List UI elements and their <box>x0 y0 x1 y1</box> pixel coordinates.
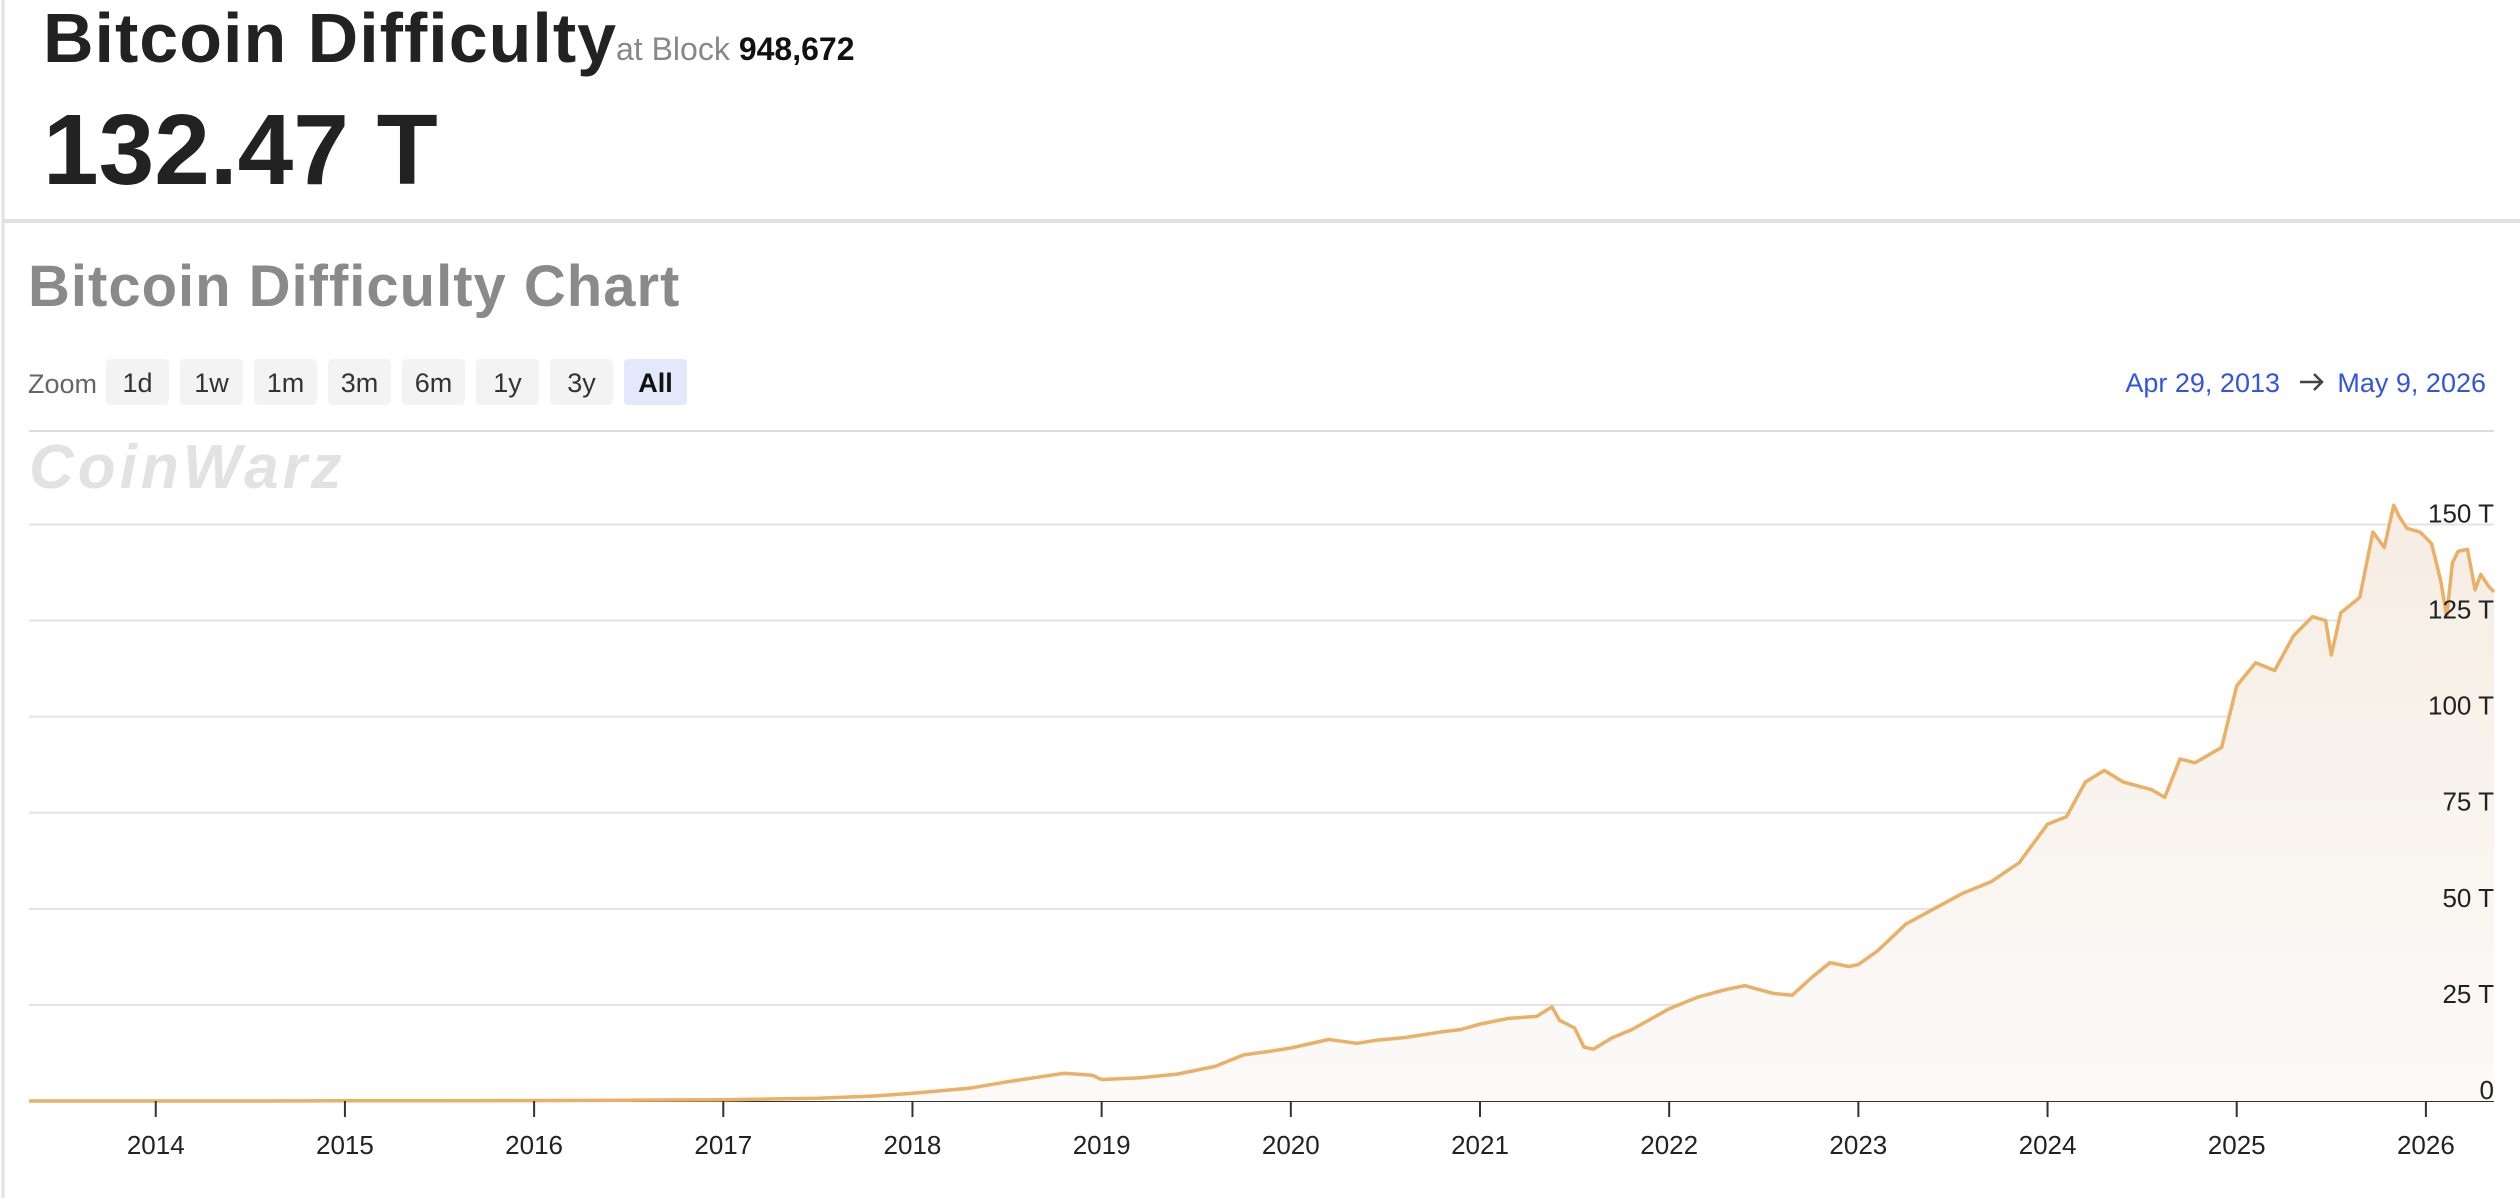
x-tick-label: 2021 <box>1451 1130 1509 1160</box>
difficulty-value: 132.47 T <box>43 94 438 206</box>
zoom-buttons: 1d 1w 1m 3m 6m 1y 3y All <box>106 359 687 405</box>
zoom-button-bg[interactable] <box>476 359 539 405</box>
area-fill <box>29 505 2494 1101</box>
zoom-button[interactable]: 1d <box>106 359 169 405</box>
zoom-button[interactable]: 1w <box>180 359 243 405</box>
x-tick-label: 2020 <box>1262 1130 1320 1160</box>
zoom-button-bg[interactable] <box>106 359 169 405</box>
zoom-button-bg[interactable] <box>624 359 687 405</box>
zoom-button[interactable]: 6m <box>402 359 465 405</box>
block-number: 948,672 <box>739 31 855 67</box>
zoom-button-label[interactable]: 1m <box>267 368 305 398</box>
zoom-button-bg[interactable] <box>550 359 613 405</box>
x-tick-label: 2023 <box>1829 1130 1887 1160</box>
y-tick-label: 0 <box>2480 1075 2494 1105</box>
chart-title: Bitcoin Difficulty Chart <box>28 254 680 319</box>
zoom-button-bg[interactable] <box>180 359 243 405</box>
zoom-button-bg[interactable] <box>328 359 391 405</box>
zoom-button-label[interactable]: 3m <box>341 368 379 398</box>
x-tick-label: 2017 <box>694 1130 752 1160</box>
x-tick-label: 2024 <box>2019 1130 2077 1160</box>
range-from[interactable]: Apr 29, 2013 <box>2125 368 2280 398</box>
x-tick-label: 2016 <box>505 1130 563 1160</box>
x-tick-label: 2014 <box>127 1130 185 1160</box>
difficulty-line <box>29 503 2496 1103</box>
y-tick-label: 125 T <box>2428 595 2494 625</box>
zoom-button-label[interactable]: 6m <box>415 368 453 398</box>
y-tick-label: 25 T <box>2442 979 2494 1009</box>
zoom-button-bg[interactable] <box>402 359 465 405</box>
zoom-button-label[interactable]: 1d <box>122 368 152 398</box>
range-to[interactable]: May 9, 2026 <box>2337 368 2486 398</box>
x-tick-label: 2025 <box>2208 1130 2266 1160</box>
zoom-button-bg[interactable] <box>254 359 317 405</box>
zoom-button[interactable]: 1y <box>476 359 539 405</box>
watermark: CoinWarz <box>29 433 346 502</box>
zoom-button-label[interactable]: 1y <box>493 368 522 398</box>
zoom-button[interactable]: All <box>624 359 687 405</box>
y-tick-label: 100 T <box>2428 691 2494 721</box>
x-tick-label: 2019 <box>1073 1130 1131 1160</box>
x-tick-label: 2022 <box>1640 1130 1698 1160</box>
zoom-button-label[interactable]: 1w <box>194 368 229 398</box>
x-tick-label: 2015 <box>316 1130 374 1160</box>
header-title: Bitcoin Difficulty <box>43 0 617 77</box>
x-tick-label: 2018 <box>884 1130 942 1160</box>
y-tick-label: 50 T <box>2442 883 2494 913</box>
zoom-button-label[interactable]: All <box>638 368 673 398</box>
y-tick-label: 75 T <box>2442 787 2494 817</box>
range-arrow <box>2300 373 2324 391</box>
block-prefix: at Block <box>616 31 731 67</box>
zoom-button[interactable]: 3y <box>550 359 613 405</box>
zoom-label: Zoom <box>28 369 97 399</box>
y-tick-label: 150 T <box>2428 498 2494 528</box>
x-tick-label: 2026 <box>2397 1130 2455 1160</box>
zoom-button-label[interactable]: 3y <box>567 368 596 398</box>
zoom-button[interactable]: 3m <box>328 359 391 405</box>
zoom-button[interactable]: 1m <box>254 359 317 405</box>
plot: 0 25 T 50 T 75 T 100 T 125 T 150 T 2014 2015 2016… <box>29 498 2496 1160</box>
